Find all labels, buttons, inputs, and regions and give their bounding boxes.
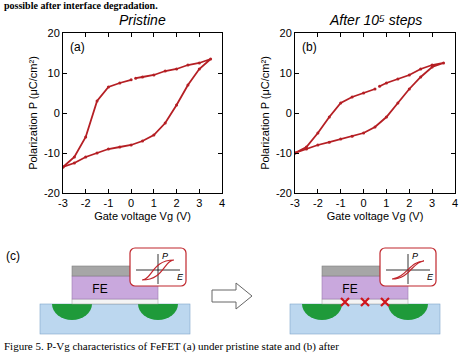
svg-text:3: 3 (429, 197, 435, 209)
svg-text:0: 0 (128, 197, 134, 209)
svg-text:Gate voltage Vg (V): Gate voltage Vg (V) (94, 210, 191, 222)
svg-text:-20: -20 (276, 187, 292, 199)
svg-text:After 10⁵ steps: After 10⁵ steps (329, 12, 422, 28)
svg-text:10: 10 (280, 67, 292, 79)
svg-text:P: P (412, 251, 418, 261)
svg-text:P: P (162, 251, 168, 261)
svg-text:Polarization P (μC/cm²): Polarization P (μC/cm²) (27, 56, 39, 170)
svg-text:(c): (c) (6, 249, 20, 263)
svg-text:Gate voltage Vg (V): Gate voltage Vg (V) (327, 210, 424, 222)
svg-text:-10: -10 (276, 147, 292, 159)
svg-text:20: 20 (280, 27, 292, 39)
svg-text:FE: FE (342, 282, 357, 296)
svg-text:10: 10 (48, 67, 60, 79)
svg-text:-10: -10 (44, 147, 60, 159)
svg-text:E: E (177, 272, 184, 282)
svg-text:0: 0 (361, 197, 367, 209)
svg-text:0: 0 (286, 107, 292, 119)
svg-text:2: 2 (406, 197, 412, 209)
svg-text:Polarization P (μC/cm²): Polarization P (μC/cm²) (259, 56, 271, 170)
svg-text:1: 1 (383, 197, 389, 209)
svg-text:-1: -1 (336, 197, 346, 209)
svg-text:(b): (b) (302, 40, 317, 54)
svg-text:FE: FE (92, 282, 107, 296)
svg-text:-3: -3 (290, 197, 300, 209)
html-text:possible after interface degra: possible after interface degradation. (4, 0, 158, 11)
svg-text:-20: -20 (44, 187, 60, 199)
svg-text:-2: -2 (313, 197, 323, 209)
svg-text:-1: -1 (104, 197, 114, 209)
svg-text:-3: -3 (58, 197, 68, 209)
svg-text:E: E (427, 272, 434, 282)
svg-text:2: 2 (174, 197, 180, 209)
svg-text:4: 4 (452, 197, 458, 209)
svg-text:3: 3 (196, 197, 202, 209)
html-text:Figure 5. P-Vg characteristics: Figure 5. P-Vg characteristics of FeFET … (4, 340, 339, 352)
svg-text:Pristine: Pristine (119, 12, 166, 28)
svg-text:0: 0 (54, 107, 60, 119)
svg-text:1: 1 (151, 197, 157, 209)
svg-text:4: 4 (219, 197, 225, 209)
svg-text:(a): (a) (70, 40, 85, 54)
svg-text:20: 20 (48, 27, 60, 39)
svg-text:-2: -2 (81, 197, 91, 209)
